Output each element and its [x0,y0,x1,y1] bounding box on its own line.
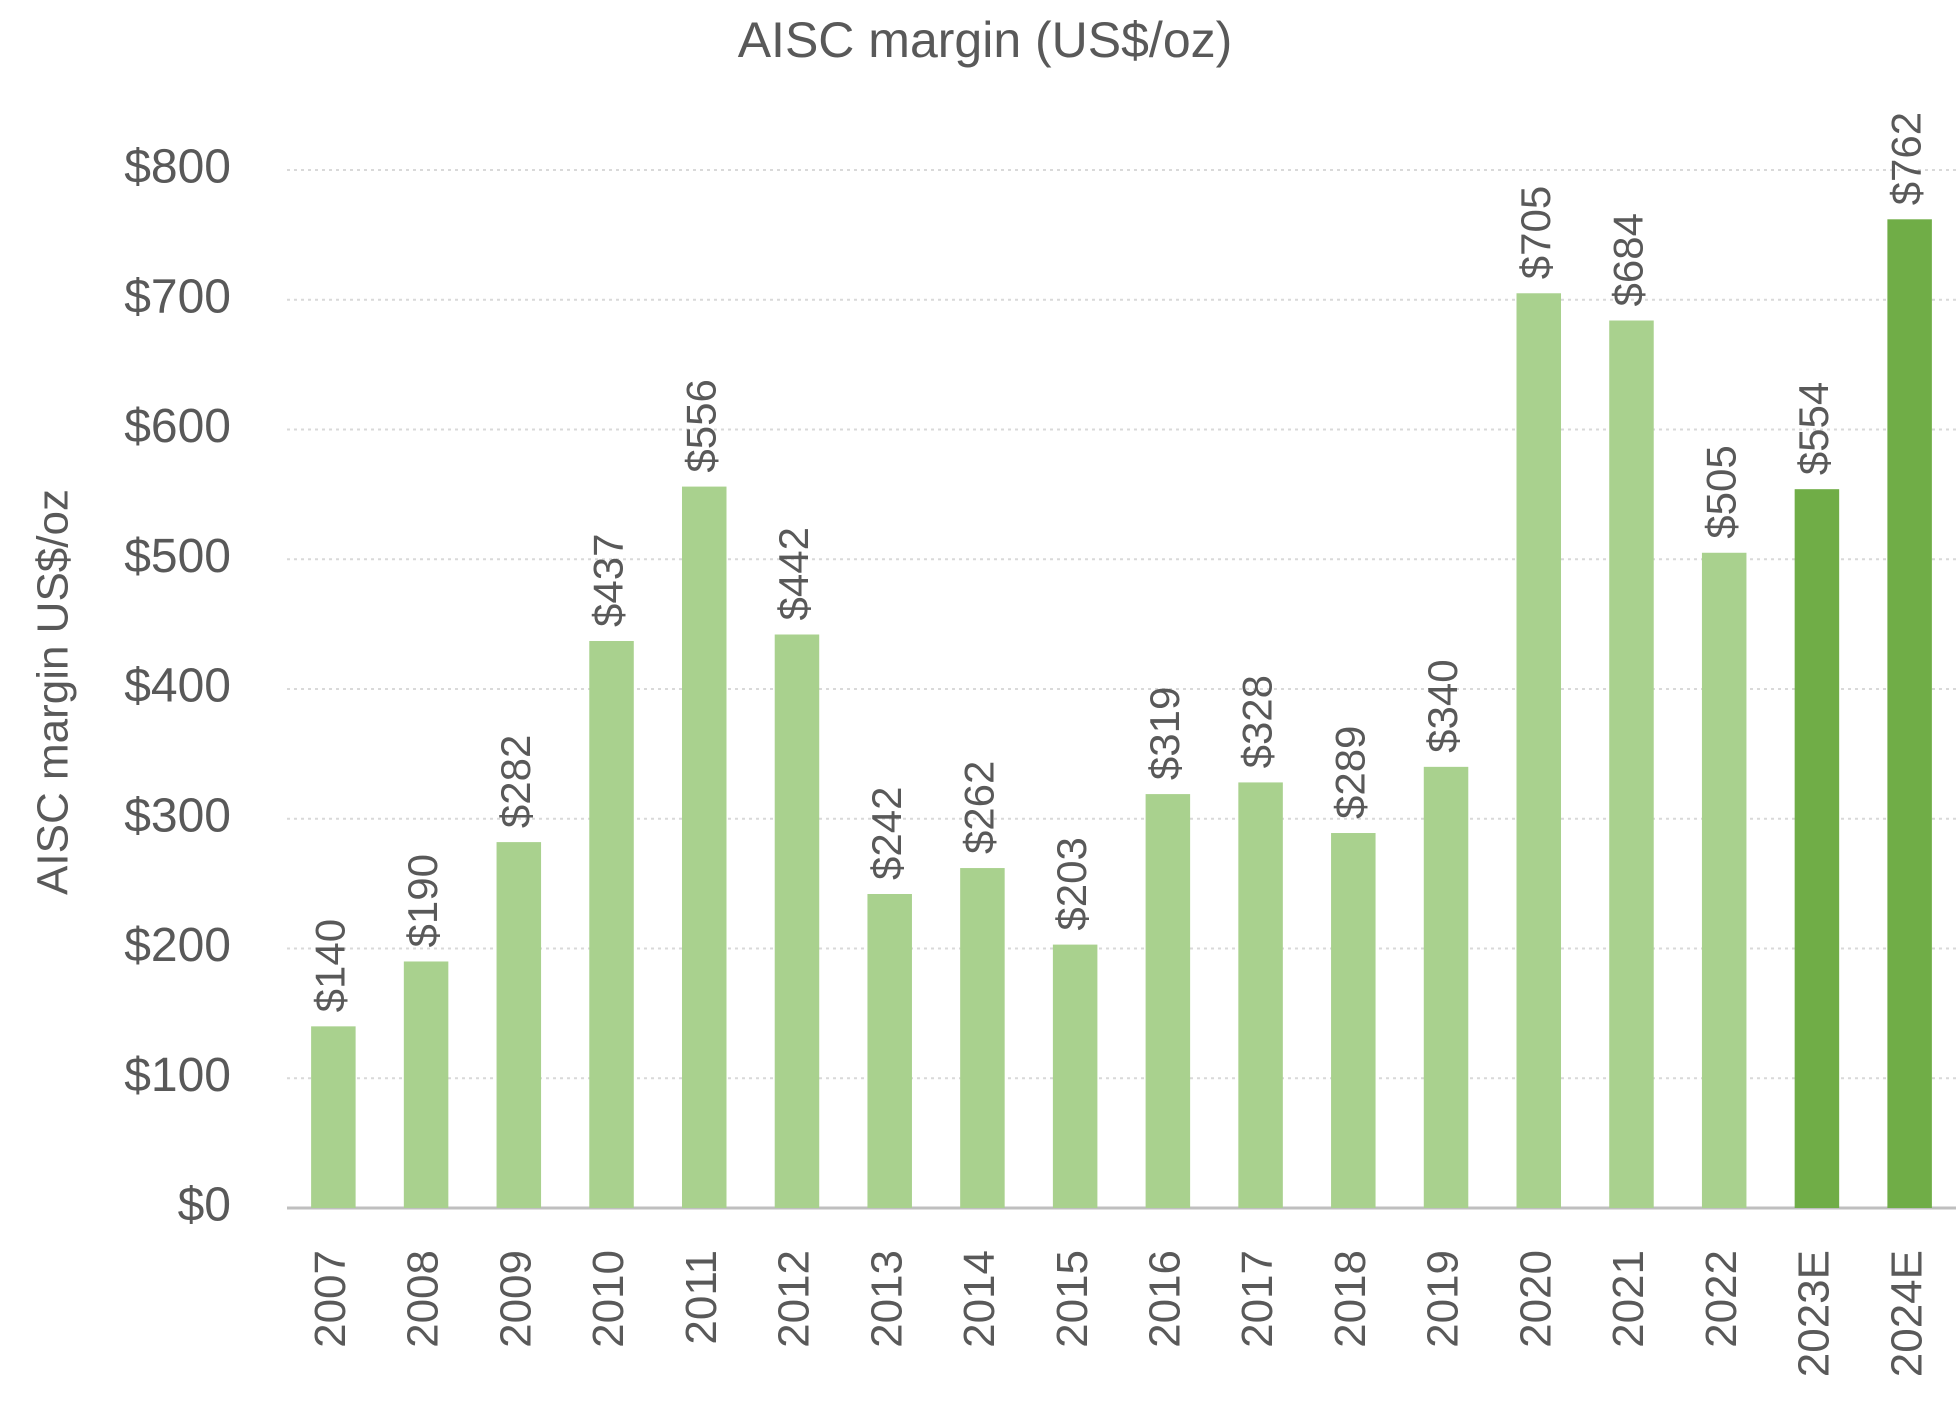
data-label: $140 [306,919,353,1012]
y-tick-label: $100 [124,1049,231,1102]
x-tick-label: 2018 [1326,1250,1375,1348]
bar [960,868,1005,1208]
x-tick-label: 2023E [1790,1250,1839,1377]
bar [681,486,727,1209]
bar [589,640,634,1208]
bar [1516,293,1562,1208]
x-tick-label: 2024E [1882,1250,1931,1377]
data-label: $340 [1419,659,1466,752]
data-label: $437 [585,534,632,627]
bar [403,961,449,1208]
y-tick-label: $700 [124,270,231,323]
bar [1423,766,1469,1208]
bar [1609,320,1654,1208]
bar [1052,944,1098,1208]
y-tick-label: $800 [124,141,231,194]
bar [867,894,912,1208]
data-label: $505 [1697,445,1744,538]
y-tick-label: $0 [178,1179,231,1232]
data-label: $282 [492,735,539,828]
x-tick-label: 2008 [399,1250,448,1348]
x-tick-label: 2009 [491,1250,540,1348]
x-tick-label: 2013 [862,1250,911,1348]
x-tick-label: 2017 [1233,1250,1282,1348]
y-tick-label: $400 [124,660,231,713]
y-tick-label: $300 [124,789,231,842]
x-tick-label: 2011 [677,1250,726,1345]
bar [1145,794,1191,1208]
x-tick-label: 2015 [1048,1250,1097,1348]
x-tick-label: 2014 [955,1250,1004,1348]
data-label: $684 [1605,213,1652,306]
y-tick-label: $200 [124,919,231,972]
bar [1331,833,1376,1208]
y-tick-label: $500 [124,530,231,583]
data-label: $190 [399,854,446,947]
x-tick-label: 2021 [1604,1250,1653,1348]
bar [1887,219,1932,1208]
bar [1238,782,1283,1208]
data-label: $328 [1234,675,1281,768]
x-tick-label: 2007 [306,1250,355,1348]
data-label: $289 [1326,726,1373,819]
data-label: $556 [677,379,724,472]
data-label: $705 [1512,186,1559,279]
x-tick-label: 2020 [1511,1250,1560,1348]
bar [311,1026,356,1208]
y-tick-label: $600 [124,400,231,453]
data-label: $319 [1141,687,1188,780]
data-label: $762 [1883,112,1930,205]
y-axis-label: AISC margin US$/oz [29,489,78,895]
data-label: $442 [770,527,817,620]
x-tick-label: 2010 [584,1250,633,1348]
x-tick-label: 2022 [1697,1250,1746,1348]
x-tick-label: 2012 [770,1250,819,1348]
data-label: $242 [863,787,910,880]
data-label: $262 [956,761,1003,854]
bar [1701,552,1747,1208]
bar [1794,489,1840,1208]
x-tick-label: 2016 [1140,1250,1189,1348]
chart-title: AISC margin (US$/oz) [738,12,1233,68]
data-label: $554 [1790,382,1837,475]
data-label: $203 [1048,837,1095,930]
bar [496,842,542,1208]
x-tick-label: 2019 [1419,1250,1468,1348]
bar [774,634,820,1208]
